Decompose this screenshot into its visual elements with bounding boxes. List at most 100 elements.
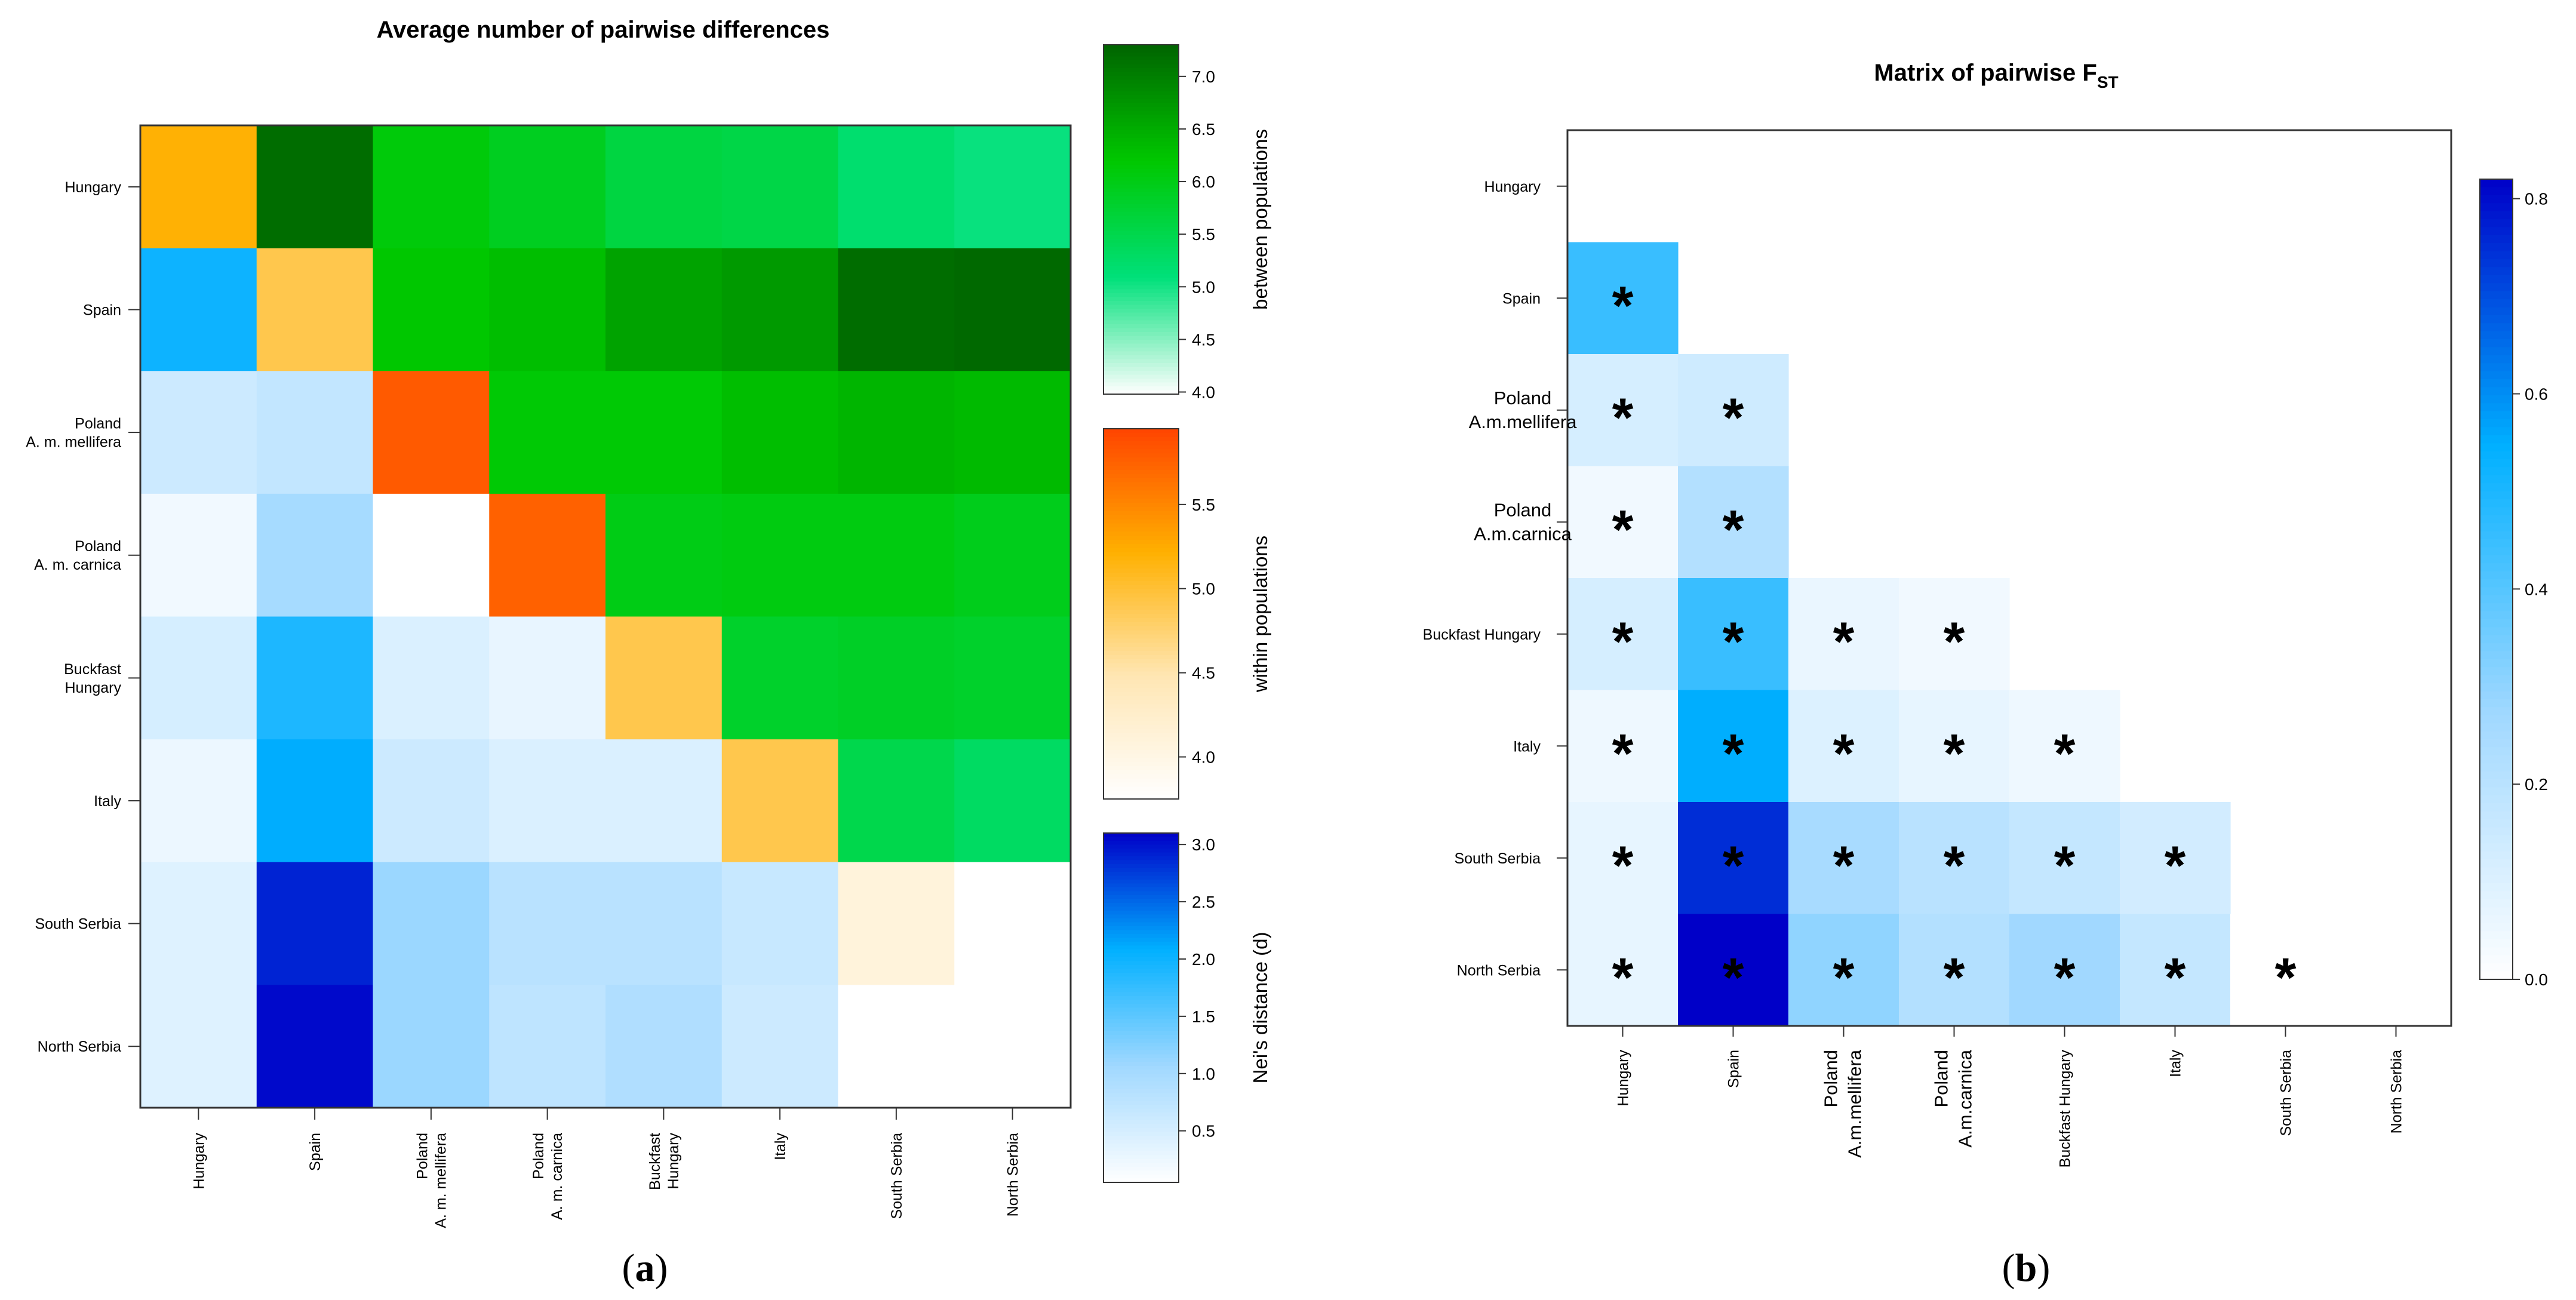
legend-gradient-step	[1103, 938, 1179, 942]
panel-a-heatmap-cells	[140, 125, 1071, 1108]
legend-gradient-step	[1103, 914, 1179, 919]
significance-asterisk: *	[2275, 947, 2297, 1008]
panel-a-col-label-line: Poland	[414, 1133, 431, 1179]
panel-b-title-subscript: ST	[2097, 73, 2119, 91]
colorbar-gradient-step	[2480, 803, 2513, 812]
legend-gradient-step	[1103, 1136, 1179, 1141]
panel-a-row-label: Hungary	[65, 179, 122, 196]
legend-gradient-step	[1103, 185, 1179, 189]
legend-gradient-step	[1103, 891, 1179, 896]
legend-gradient-step	[1103, 786, 1179, 792]
panel-b-col-label-group: North Serbia	[2389, 1050, 2405, 1133]
colorbar-gradient-step	[2480, 883, 2513, 892]
colorbar-gradient-step	[2480, 635, 2513, 644]
legend-gradient-step	[1103, 266, 1179, 271]
colorbar-gradient-step	[2480, 251, 2513, 260]
panel-b-row-label: Spain	[1502, 290, 1541, 307]
panel-b-col-label-line: A.m.carnica	[1955, 1049, 1976, 1147]
legend-gradient-step	[1103, 531, 1179, 536]
legend-gradient-step	[1103, 922, 1179, 927]
legend-gradient-step	[1103, 486, 1179, 491]
legend-gradient-step	[1103, 340, 1179, 345]
legend-gradient-step	[1103, 103, 1179, 107]
legend-gradient-step	[1103, 638, 1179, 644]
legend-gradient-step	[1103, 1128, 1179, 1133]
legend-gradient-step	[1103, 482, 1179, 487]
legend-gradient-step	[1103, 462, 1179, 466]
heatmap-a-cell	[373, 616, 490, 740]
panel-b-row-label-line: Italy	[1513, 738, 1541, 755]
legend-gradient-step	[1103, 188, 1179, 193]
legend-gradient-step	[1103, 1112, 1179, 1117]
legend-gradient-step	[1103, 1097, 1179, 1102]
panel-b-col-label-group: Poland A.m.mellifera	[1821, 1049, 1865, 1158]
colorbar-gradient-step	[2480, 291, 2513, 300]
heatmap-b-cell	[1567, 690, 1679, 803]
heatmap-b-cell	[1788, 578, 1899, 691]
colorbar-gradient-step	[2480, 307, 2513, 316]
legend-gradient-step	[1103, 494, 1179, 499]
legend-gradient-step	[1103, 984, 1179, 989]
legend-gradient-step	[1103, 969, 1179, 973]
legend-gradient-step	[1103, 568, 1179, 573]
legend-gradient-step	[1103, 110, 1179, 115]
legend-gradient-step	[1103, 363, 1179, 368]
colorbar-gradient-step	[2480, 859, 2513, 868]
legend-gradient-step	[1103, 499, 1179, 503]
colorbar-frame	[2479, 179, 2513, 980]
colorbar-gradient-step	[2480, 659, 2513, 668]
panel-a-row-label: Spain	[83, 302, 121, 318]
panel-a-col-label: North Serbia	[1005, 1133, 1022, 1216]
panel-a-col-label-group: Hungary	[190, 1133, 207, 1190]
colorbar-gradient-step	[2480, 419, 2513, 428]
legend-gradient-step	[1103, 573, 1179, 577]
legend-gradient-step	[1103, 48, 1179, 53]
heatmap-a-cell	[605, 985, 723, 1108]
panel-b-plot-frame	[1566, 129, 2452, 1027]
colorbar-gradient-step	[2480, 915, 2513, 924]
heatmap-a-cell	[954, 371, 1071, 494]
panel-b-label: (b)	[2002, 1246, 2051, 1290]
heatmap-a-cell	[954, 125, 1071, 249]
heatmap-a-cell	[721, 248, 839, 371]
legend-gradient-step	[1103, 196, 1179, 201]
significance-asterisk: *	[1944, 723, 1965, 784]
panel-a-col-label-line: A. m. mellifera	[432, 1133, 449, 1228]
legend-gradient-step	[1103, 911, 1179, 915]
heatmap-b-cell	[1567, 914, 1679, 1027]
significance-asterisk: *	[2165, 835, 2186, 896]
legend-gradient-step	[1103, 293, 1179, 298]
legend-gradient-step	[1103, 235, 1179, 239]
legend-gradient-step	[1103, 1054, 1179, 1059]
legend-gradient-step	[1103, 856, 1179, 861]
legend-tick-label: 1.5	[1192, 1007, 1215, 1026]
colorbar-gradient-step	[2480, 707, 2513, 716]
legend-tick-label: 7.0	[1192, 67, 1215, 86]
colorbar-gradient-step	[2480, 467, 2513, 476]
colorbar-gradient-step	[2480, 691, 2513, 700]
legend-title: between populations	[1249, 129, 1271, 310]
heatmap-a-cell	[140, 493, 257, 617]
significance-asterisk: *	[2165, 947, 2186, 1008]
legend-gradient-step	[1103, 1069, 1179, 1074]
legend-gradient-step	[1103, 1089, 1179, 1094]
legend-gradient-step	[1103, 626, 1179, 631]
heatmap-a-cell	[489, 125, 606, 249]
legend-tick-label: 5.5	[1192, 496, 1215, 514]
legend-gradient-step	[1103, 216, 1179, 220]
legend-gradient-step	[1103, 577, 1179, 582]
legend-gradient-step	[1103, 53, 1179, 57]
panel-a-row-label-line: Italy	[94, 793, 121, 810]
legend-gradient-step	[1103, 1170, 1179, 1175]
heatmap-a-cell	[838, 371, 955, 494]
legend-gradient-step	[1103, 725, 1179, 730]
legend-gradient-step	[1103, 254, 1179, 259]
legend-gradient-step	[1103, 841, 1179, 846]
legend-gradient-step	[1103, 875, 1179, 880]
legend-gradient-step	[1103, 130, 1179, 135]
legend-gradient-step	[1103, 1108, 1179, 1113]
legend-gradient-step	[1103, 684, 1179, 689]
legend-gradient-step	[1103, 1077, 1179, 1082]
colorbar-gradient-step	[2480, 515, 2513, 524]
heatmap-a-cell	[838, 125, 955, 249]
